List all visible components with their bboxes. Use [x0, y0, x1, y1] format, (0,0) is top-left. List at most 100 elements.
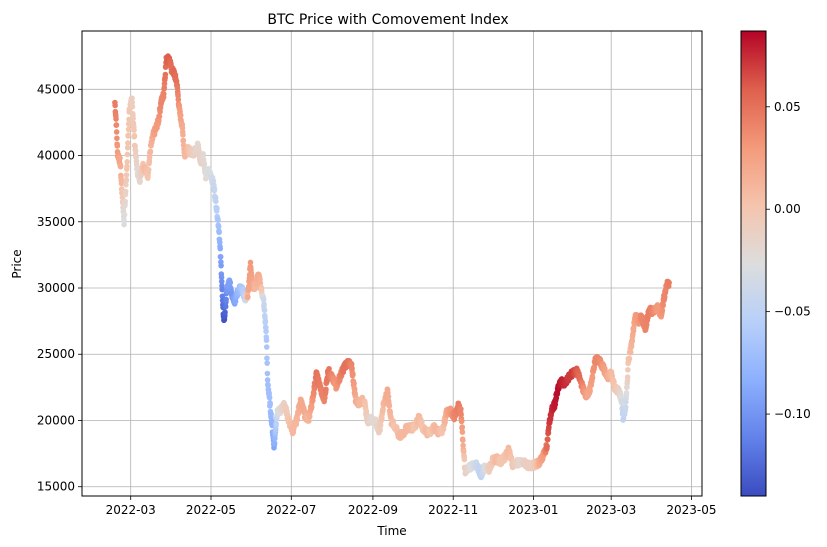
point-486 [218, 274, 225, 281]
point-42 [121, 221, 127, 228]
point-158 [146, 154, 153, 161]
point-44 [121, 211, 128, 218]
point-23 [117, 155, 123, 162]
point-680 [261, 301, 267, 308]
point-181 [151, 131, 158, 138]
colorbar-tick-label-1: 0.00 [774, 202, 801, 216]
point-79 [129, 99, 136, 106]
point-203 [156, 113, 163, 120]
point-1093 [351, 386, 358, 393]
point-712 [268, 411, 274, 417]
point-57 [124, 151, 131, 158]
point-695 [264, 370, 271, 377]
point-708 [267, 401, 274, 407]
point-1976 [545, 430, 552, 436]
x-axis-label: Time [376, 524, 406, 538]
point-1251 [386, 403, 393, 409]
point-87 [131, 127, 137, 133]
point-1584 [459, 429, 466, 435]
point-832 [294, 416, 301, 423]
point-1399 [419, 419, 425, 426]
point-58 [124, 144, 131, 151]
point-80 [129, 103, 136, 110]
point-408 [201, 161, 208, 167]
point-41 [121, 216, 127, 223]
grid-lines [82, 31, 702, 496]
point-30 [118, 180, 125, 187]
point-1593 [461, 456, 468, 463]
point-310 [180, 132, 186, 138]
point-1 [112, 102, 118, 109]
point-454 [211, 186, 218, 193]
x-axis-ticks: 2022-03 2022-05 2022-07 2022-09 2022-11 2023-… [106, 496, 717, 517]
point-682 [261, 307, 268, 314]
point-312 [180, 137, 187, 144]
point-2185 [591, 364, 598, 370]
point-1577 [458, 406, 464, 412]
point-907 [311, 390, 317, 397]
y-tick-label-2: 25000 [37, 347, 75, 361]
point-78 [129, 95, 135, 102]
point-9 [114, 135, 120, 142]
point-480 [217, 245, 224, 252]
point-473 [215, 223, 222, 230]
x-tick-label-3: 2022-09 [348, 503, 398, 517]
point-230 [162, 71, 169, 78]
point-1586 [460, 437, 466, 443]
point-61 [125, 132, 132, 138]
point-97 [133, 154, 139, 160]
point-2332 [623, 390, 630, 396]
point-1583 [459, 424, 466, 430]
point-884 [306, 418, 312, 424]
point-1081 [349, 365, 355, 372]
point-478 [216, 239, 223, 246]
x-tick-label-1: 2022-05 [186, 503, 236, 517]
point-2424 [643, 322, 650, 328]
point-689 [263, 328, 269, 335]
point-693 [264, 355, 270, 362]
point-962 [323, 386, 329, 393]
point-2351 [627, 349, 634, 355]
point-55 [124, 163, 130, 170]
point-83 [130, 115, 136, 122]
point-470 [215, 217, 221, 223]
colorbar [740, 30, 767, 497]
colorbar-ticks: 0.05 0.00 −0.05 −0.10 [766, 100, 811, 421]
point-550 [232, 298, 239, 305]
point-59 [125, 140, 131, 146]
point-475 [216, 229, 222, 236]
point-1085 [350, 371, 356, 378]
point-115 [137, 178, 143, 185]
x-tick-label-5: 2023-01 [508, 503, 558, 517]
point-2177 [589, 375, 596, 381]
point-606 [245, 294, 251, 300]
point-1209 [377, 427, 383, 433]
point-618 [247, 259, 254, 266]
point-5 [113, 116, 119, 122]
x-tick-label-2: 2022-07 [266, 503, 316, 517]
point-482 [217, 253, 224, 260]
point-686 [262, 318, 269, 324]
point-1970 [544, 443, 550, 450]
point-2338 [625, 367, 631, 373]
point-2337 [624, 374, 631, 380]
point-402 [200, 151, 206, 157]
point-449 [210, 178, 217, 184]
point-1079 [348, 361, 355, 367]
point-26 [117, 163, 124, 170]
point-11 [114, 143, 121, 149]
x-tick-label-4: 2022-11 [428, 503, 478, 517]
point-2328 [622, 404, 629, 410]
point-484 [218, 262, 224, 269]
point-976 [326, 365, 332, 372]
point-507 [223, 296, 229, 303]
point-2495 [659, 307, 666, 313]
point-162 [147, 148, 154, 155]
point-465 [214, 205, 220, 211]
colorbar-tick-label-3: −0.10 [774, 407, 811, 421]
point-300 [177, 112, 184, 118]
point-691 [263, 337, 270, 344]
point-53 [123, 172, 130, 178]
point-1973 [544, 436, 551, 443]
point-1587 [460, 442, 466, 449]
